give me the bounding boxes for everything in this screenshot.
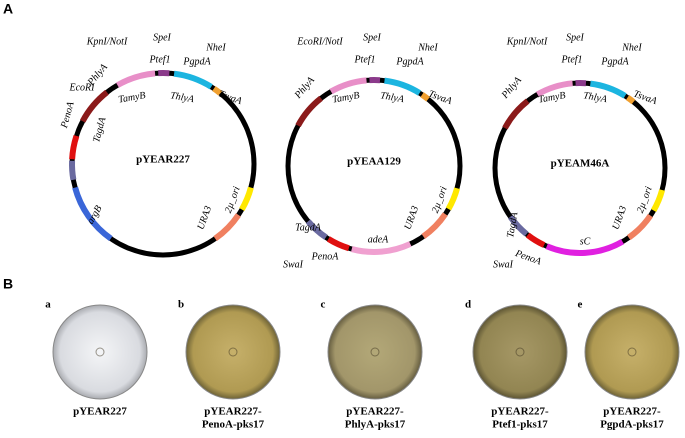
feature-label: SwaI (493, 259, 514, 270)
feature-label: KpnI/NotI (86, 36, 128, 47)
petri-dish (472, 304, 568, 400)
feature-label: NheI (205, 42, 226, 53)
plate-letter: b (178, 299, 184, 311)
feature-label: PgpdA (182, 56, 211, 67)
feature-arc (212, 86, 223, 96)
feature-label: ThlyA (379, 90, 405, 105)
feature-arc (525, 232, 546, 248)
feature-arc (295, 95, 323, 128)
feature-label: Ptef1 (353, 54, 375, 65)
feature-arc (502, 98, 530, 130)
feature-label: PgpdA (395, 56, 424, 67)
feature-arc (69, 134, 80, 160)
feature-label: ThlyA (169, 90, 195, 105)
feature-label: URA3 (402, 205, 421, 232)
plate-caption: pYEAR227- (491, 406, 549, 418)
feature-arc (72, 186, 113, 241)
plasmid-name: pYEAA129 (347, 156, 401, 168)
feature-label: SpeI (363, 32, 381, 43)
feature-label: TamyB (332, 90, 361, 106)
feature-label: PgpdA (600, 56, 629, 67)
plate-caption: PhlyA-pks17 (345, 419, 406, 431)
feature-arc (545, 238, 624, 256)
petri-dish (185, 304, 281, 400)
colony-center (627, 347, 637, 357)
panel-letter: A (3, 1, 13, 17)
feature-label: URA3 (195, 205, 214, 232)
feature-label: argB (85, 204, 104, 227)
colony-center (95, 347, 105, 357)
plate-caption: pYEAR227- (603, 406, 661, 418)
feature-label: EcoRI/NotI (296, 36, 343, 47)
feature-arc (69, 160, 77, 181)
plate-letter: d (465, 299, 471, 311)
plate-caption: pYEAR227 (73, 406, 127, 418)
feature-label: PenoA (59, 100, 77, 130)
feature-arc (173, 70, 213, 90)
feature-label: PhlyA (499, 74, 524, 101)
feature-label: TagdA (295, 222, 322, 233)
feature-label: KpnI/NotI (506, 36, 548, 47)
feature-arc (116, 70, 156, 88)
feature-label: PhlyA (85, 61, 110, 88)
petri-dish (327, 304, 423, 400)
feature-label: TamyB (118, 90, 147, 106)
feature-arc (239, 186, 254, 211)
feature-arc (326, 236, 350, 252)
colony-center (370, 347, 380, 357)
feature-label: NheI (621, 42, 642, 53)
feature-label: TamyB (538, 90, 567, 106)
feature-arc (625, 95, 636, 105)
plate-caption: pYEAR227- (204, 406, 262, 418)
feature-label: adeA (368, 234, 389, 245)
feature-arc (329, 77, 367, 95)
feature-label: PhlyA (292, 74, 317, 101)
petri-dish (52, 304, 148, 400)
feature-label: TagdA (91, 115, 109, 144)
feature-label: TagdA (505, 210, 520, 238)
feature-label: NheI (417, 42, 438, 53)
feature-label: URA3 (610, 205, 629, 232)
plate-caption: pYEAR227- (346, 406, 404, 418)
feature-label: PenoA (513, 248, 544, 268)
feature-arc (420, 92, 431, 102)
feature-arc (626, 213, 653, 241)
feature-label: sC (580, 236, 591, 247)
panel-letter: B (3, 276, 13, 292)
feature-label: Ptef1 (560, 54, 582, 65)
feature-arc (650, 189, 666, 212)
feature-arc (507, 214, 529, 237)
feature-arc (80, 89, 109, 123)
feature-arc (350, 241, 412, 255)
colony-center (515, 347, 525, 357)
feature-arc (213, 213, 241, 242)
feature-label: SwaI (283, 259, 304, 270)
plate-letter: e (578, 299, 583, 311)
feature-arc (589, 80, 627, 99)
feature-arc (421, 212, 448, 239)
plate-letter: a (45, 299, 51, 311)
colony-center (228, 347, 238, 357)
feature-arc (445, 187, 460, 211)
feature-label: Ptef1 (148, 54, 170, 65)
feature-label: SpeI (566, 32, 584, 43)
plate-caption: PgpdA-pks17 (600, 419, 664, 431)
feature-label: EcoRI (69, 82, 96, 93)
plasmid-name: pYEAM46A (551, 158, 610, 170)
plate-caption: Ptef1-pks17 (492, 419, 548, 431)
petri-dish (584, 304, 680, 400)
feature-arc (536, 80, 573, 98)
plate-letter: c (321, 299, 326, 311)
feature-label: ThlyA (582, 90, 608, 105)
feature-label: SpeI (153, 32, 171, 43)
plate-caption: PenoA-pks17 (202, 419, 265, 431)
feature-arc (305, 219, 328, 240)
feature-arc (384, 77, 422, 96)
plasmid-name: pYEAR227 (136, 154, 190, 166)
feature-label: PenoA (311, 251, 340, 262)
